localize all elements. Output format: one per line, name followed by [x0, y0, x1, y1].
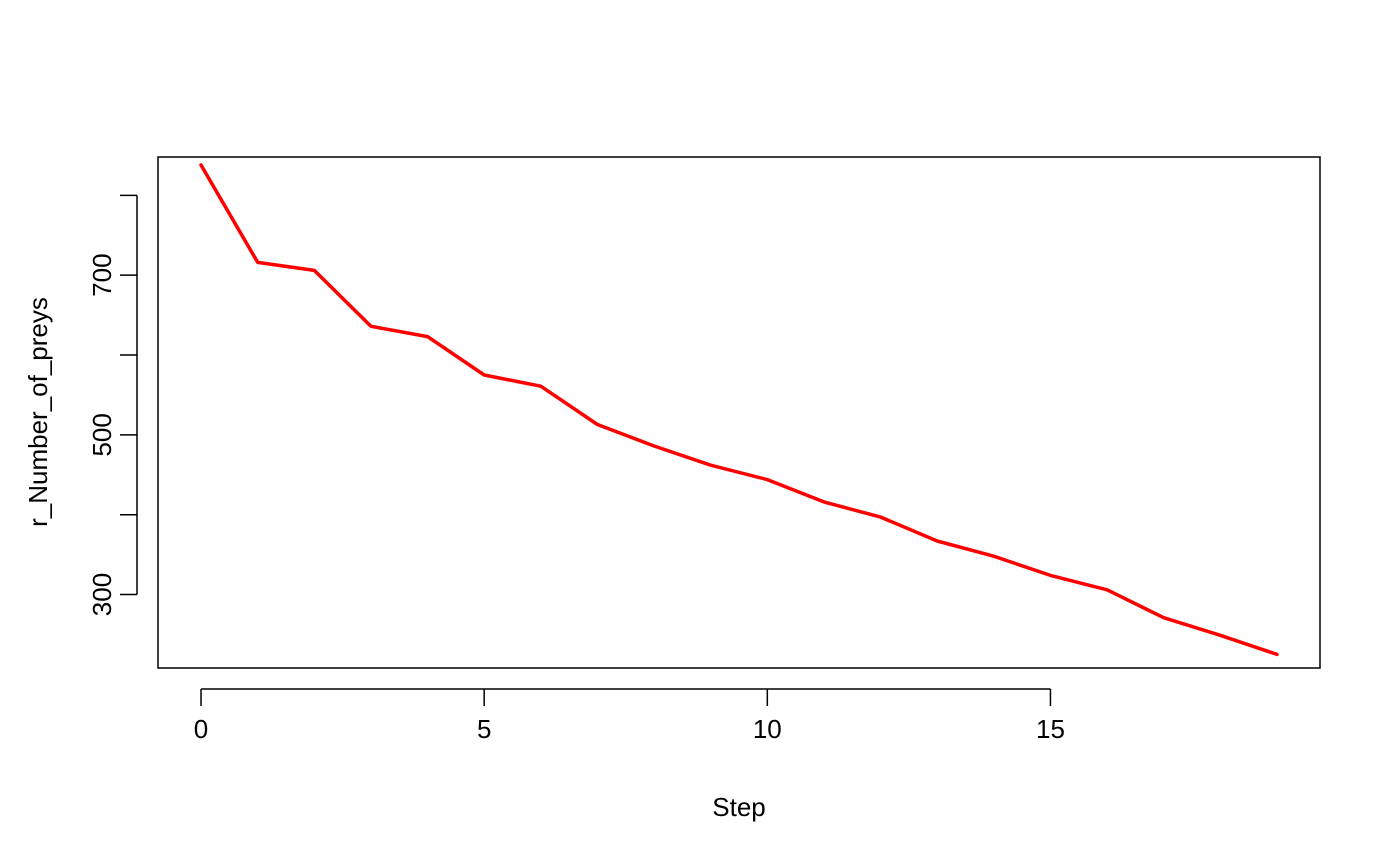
plot-frame	[157, 156, 1321, 669]
y-tick-label: 300	[87, 573, 117, 616]
y-tick-label: 700	[87, 253, 117, 296]
x-axis-label: Step	[712, 792, 766, 822]
plot-area	[199, 163, 1279, 657]
y-axis: 300 500 700	[87, 194, 138, 616]
y-tick-label: 500	[87, 413, 117, 456]
x-tick-label: 5	[477, 714, 491, 744]
x-tick-label: 10	[753, 714, 782, 744]
x-tick-label: 15	[1036, 714, 1065, 744]
x-axis: 0 5 10 15	[194, 688, 1065, 744]
x-tick-label: 0	[194, 714, 208, 744]
series-line	[199, 163, 1279, 657]
y-axis-label: r_Number_of_preys	[23, 297, 53, 527]
